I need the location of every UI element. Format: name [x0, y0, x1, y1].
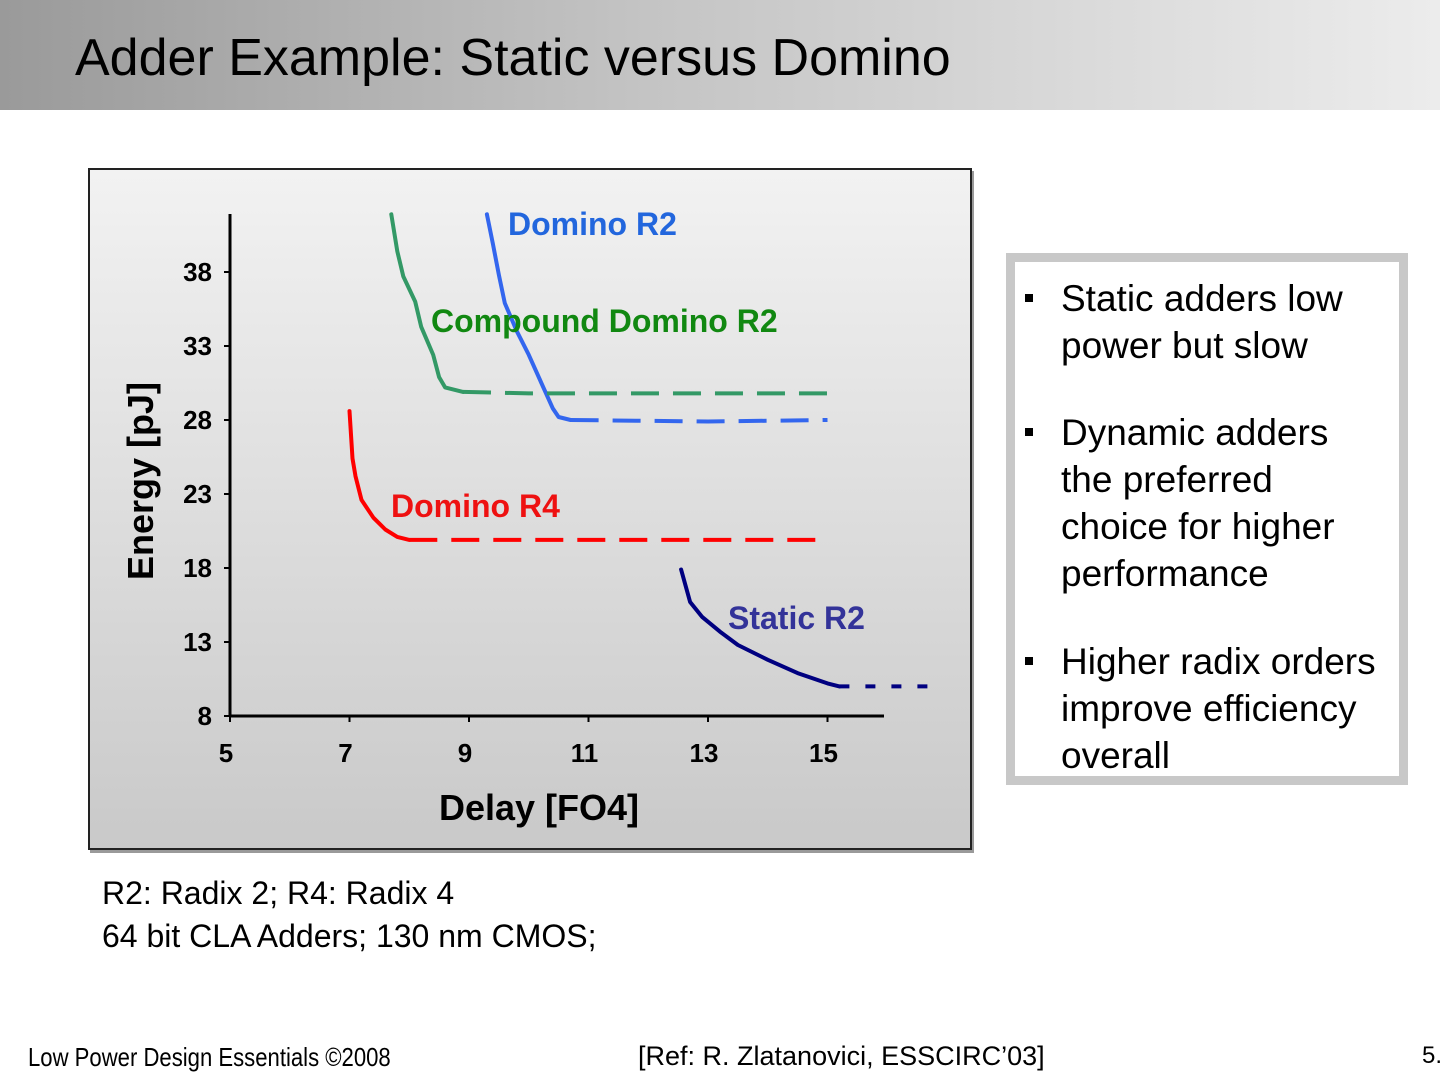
x-tick-label: 7	[338, 738, 352, 768]
y-tick-label: 18	[183, 553, 212, 583]
note-radix: R2: Radix 2; R4: Radix 4	[102, 875, 455, 911]
domino-r2-label: Domino R2	[508, 206, 677, 242]
bullet-square-icon	[1025, 428, 1033, 436]
note-technology: 64 bit CLA Adders; 130 nm CMOS;	[102, 918, 597, 954]
x-tick-label: 11	[571, 738, 599, 768]
y-tick-label: 33	[183, 331, 212, 361]
x-axis-title: Delay [FO4]	[439, 787, 639, 828]
slide-title: Adder Example: Static versus Domino	[75, 29, 951, 87]
footer-reference: [Ref: R. Zlatanovici, ESSCIRC’03]	[638, 1041, 1045, 1071]
y-axis-title: Energy [pJ]	[120, 382, 161, 580]
x-tick-label: 5	[219, 738, 233, 768]
bullet-panel: Static adders low power but slow Dynamic…	[1006, 253, 1408, 785]
compound-domino-r2-solid-curve	[389, 212, 465, 394]
static-r2-solid-curve	[679, 567, 842, 689]
bullet-square-icon	[1025, 657, 1033, 665]
bullet-text: Higher radix orders improve efficiency o…	[1061, 641, 1376, 776]
page-number: 5.	[1422, 1042, 1440, 1069]
y-tick-label: 13	[183, 627, 212, 657]
static-r2-label: Static R2	[728, 600, 865, 636]
domino-r4-label: Domino R4	[391, 488, 560, 524]
energy-delay-chart: 8 13 18 23 28 33 38 5 7 9 11 13 15 Delay [FO4] Energy…	[120, 206, 936, 828]
x-tick-label: 9	[458, 738, 472, 768]
domino-r4-solid-curve	[347, 409, 412, 542]
y-tick-label: 28	[183, 405, 212, 435]
bullet-square-icon	[1025, 294, 1033, 302]
footer-copyright: Low Power Design Essentials ©2008	[28, 1042, 391, 1072]
compound-domino-r2-dashed-curve	[462, 389, 828, 396]
title-bar: Adder Example: Static versus Domino	[0, 0, 1440, 110]
compound-domino-r2-label: Compound Domino R2	[431, 303, 778, 339]
bullet-text: Static adders low power but slow	[1061, 278, 1343, 366]
x-tick-label: 15	[809, 738, 838, 768]
y-tick-label: 23	[183, 479, 212, 509]
chart-panel: 8 13 18 23 28 33 38 5 7 9 11 13 15 Delay [FO4] Energy…	[88, 168, 972, 850]
y-tick-label: 38	[183, 257, 212, 287]
y-tick-label: 8	[198, 701, 212, 731]
domino-r2-dashed-curve	[570, 418, 828, 424]
x-tick-label: 13	[690, 738, 719, 768]
bullet-text: Dynamic adders the preferred choice for …	[1061, 412, 1335, 594]
domino-r2-solid-curve	[484, 212, 573, 422]
